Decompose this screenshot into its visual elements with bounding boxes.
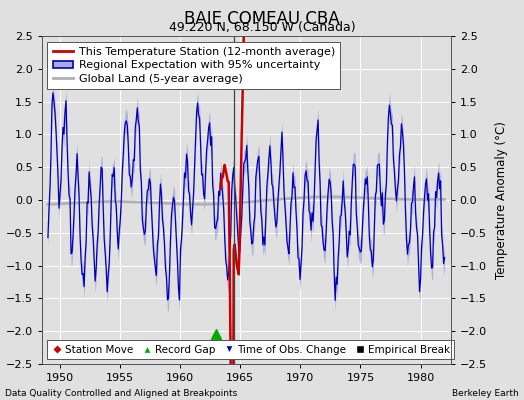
Text: BAIE COMEAU CBA: BAIE COMEAU CBA <box>184 10 340 28</box>
Text: Berkeley Earth: Berkeley Earth <box>452 389 519 398</box>
Text: Data Quality Controlled and Aligned at Breakpoints: Data Quality Controlled and Aligned at B… <box>5 389 237 398</box>
Legend: Station Move, Record Gap, Time of Obs. Change, Empirical Break: Station Move, Record Gap, Time of Obs. C… <box>47 340 454 359</box>
Y-axis label: Temperature Anomaly (°C): Temperature Anomaly (°C) <box>495 121 508 279</box>
Text: 49.220 N, 68.150 W (Canada): 49.220 N, 68.150 W (Canada) <box>169 21 355 34</box>
